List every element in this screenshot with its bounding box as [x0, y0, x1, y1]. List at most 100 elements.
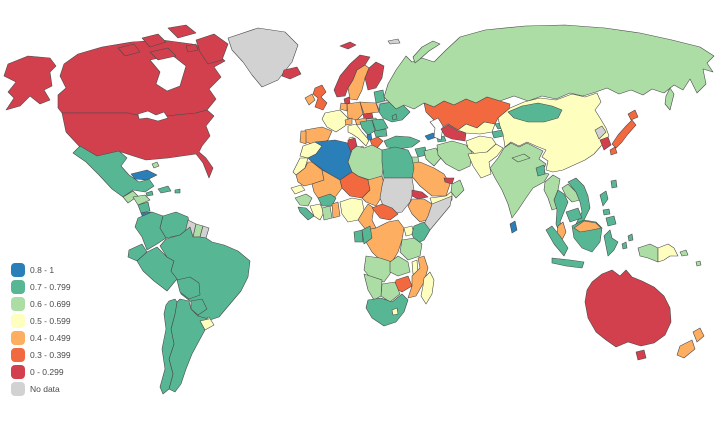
gabon-region[interactable]	[353, 229, 364, 243]
central-african-republic-region[interactable]	[371, 203, 399, 221]
chad-region[interactable]	[361, 175, 385, 207]
canada-arctic-5-region[interactable]	[185, 43, 199, 53]
canada-arctic-4-region[interactable]	[149, 47, 177, 61]
madagascar-region[interactable]	[420, 271, 435, 305]
bangladesh-region[interactable]	[535, 164, 546, 177]
franz-josef-region[interactable]	[387, 38, 401, 45]
togo-benin-region[interactable]	[331, 201, 341, 219]
sumatra-region[interactable]	[545, 225, 569, 257]
brazil-region[interactable]	[159, 226, 251, 322]
svalbard-region[interactable]	[339, 41, 357, 50]
solomon-islands-region[interactable]	[695, 260, 702, 267]
japan-hokkaido-region[interactable]	[627, 109, 639, 121]
canada-arctic-3-region[interactable]	[167, 24, 197, 39]
italy-region[interactable]	[347, 123, 370, 147]
cambodia-region[interactable]	[565, 207, 583, 223]
iraq-region[interactable]	[423, 147, 442, 167]
chile-region[interactable]	[159, 298, 178, 395]
kenya-region[interactable]	[411, 221, 431, 245]
senegal-region[interactable]	[290, 184, 306, 195]
cuba-region[interactable]	[130, 169, 158, 181]
novaya-zemlya-region[interactable]	[412, 40, 441, 64]
mongolia-region[interactable]	[507, 102, 563, 123]
namibia-region[interactable]	[363, 273, 383, 301]
switzerland-region[interactable]	[344, 117, 353, 126]
oman-region[interactable]	[450, 179, 465, 199]
tanzania-region[interactable]	[399, 237, 423, 261]
bulgaria-region[interactable]	[373, 128, 388, 138]
sakhalin-region[interactable]	[664, 87, 675, 111]
eritrea-region[interactable]	[411, 189, 429, 200]
taiwan-region[interactable]	[610, 179, 618, 189]
western-sahara-region[interactable]	[292, 157, 309, 176]
uk-region[interactable]	[312, 84, 328, 111]
tasmania-region[interactable]	[635, 349, 647, 361]
ireland-region[interactable]	[304, 93, 316, 106]
philippines-mindanao-region[interactable]	[605, 215, 617, 227]
north-korea-region[interactable]	[594, 125, 607, 140]
sri-lanka-region[interactable]	[509, 220, 518, 234]
finland-region[interactable]	[364, 61, 385, 91]
india-region[interactable]	[489, 142, 550, 219]
japan-honshu-region[interactable]	[611, 119, 637, 149]
south-korea-region[interactable]	[599, 136, 612, 151]
nepal-region[interactable]	[511, 153, 531, 163]
iceland-region[interactable]	[281, 66, 302, 80]
pakistan-region[interactable]	[467, 143, 504, 179]
new-zealand-north-region[interactable]	[692, 327, 705, 343]
alaska-region[interactable]	[3, 55, 57, 111]
japan-kyushu-region[interactable]	[609, 146, 618, 156]
denmark-region[interactable]	[343, 96, 351, 105]
usa-region[interactable]	[61, 109, 215, 179]
sulawesi-region[interactable]	[603, 229, 619, 257]
nicaragua-region[interactable]	[137, 201, 151, 214]
albania-region[interactable]	[366, 133, 373, 141]
egypt-region[interactable]	[381, 146, 415, 179]
congo-region[interactable]	[361, 225, 373, 245]
balkans-west-region[interactable]	[359, 119, 376, 136]
philippines-luzon-region[interactable]	[599, 190, 609, 207]
zambia-region[interactable]	[389, 255, 411, 277]
puerto-rico-region[interactable]	[174, 188, 181, 194]
saudi-arabia-region[interactable]	[405, 161, 451, 197]
new-zealand-south-region[interactable]	[676, 339, 696, 359]
australia-region[interactable]	[584, 269, 672, 348]
new-britain-region[interactable]	[679, 249, 689, 257]
mozambique-region[interactable]	[407, 255, 429, 299]
hispaniola-region[interactable]	[157, 185, 172, 194]
lesotho-region[interactable]	[391, 307, 399, 316]
iran-region[interactable]	[436, 140, 473, 172]
romania-region[interactable]	[371, 118, 389, 132]
philippines-visayas-region[interactable]	[602, 208, 611, 216]
south-africa-region[interactable]	[365, 293, 409, 327]
papua-new-guinea-region[interactable]	[657, 243, 679, 263]
ghana-region[interactable]	[321, 205, 333, 221]
burkina-faso-region[interactable]	[317, 193, 337, 207]
moldova-region[interactable]	[391, 113, 398, 121]
thailand-region[interactable]	[553, 189, 569, 235]
sierra-leone-liberia-region[interactable]	[297, 206, 315, 221]
indonesian-papua-region[interactable]	[637, 243, 659, 263]
bolivia-region[interactable]	[176, 276, 201, 300]
benelux-region[interactable]	[339, 102, 348, 112]
paraguay-region[interactable]	[190, 298, 208, 316]
canada-arctic-2-region[interactable]	[141, 33, 167, 48]
germany-region[interactable]	[346, 101, 364, 121]
greenland-region[interactable]	[227, 27, 299, 88]
jamaica-region[interactable]	[145, 190, 154, 197]
russia-region[interactable]	[383, 24, 715, 110]
bahamas-region[interactable]	[151, 161, 160, 169]
turkey-region[interactable]	[383, 135, 421, 150]
guinea-region[interactable]	[294, 193, 313, 207]
java-region[interactable]	[551, 257, 585, 269]
moluccas-1-region[interactable]	[621, 241, 628, 250]
malaysia-borneo-region[interactable]	[573, 220, 602, 233]
portugal-region[interactable]	[299, 130, 307, 145]
drc-region[interactable]	[365, 219, 405, 263]
france-region[interactable]	[321, 109, 349, 133]
colombia-region[interactable]	[134, 211, 167, 251]
angola-region[interactable]	[363, 255, 393, 283]
canada-arctic-1-region[interactable]	[117, 43, 141, 57]
turkmenistan-region[interactable]	[440, 124, 467, 142]
baffin-island-region[interactable]	[195, 33, 229, 65]
